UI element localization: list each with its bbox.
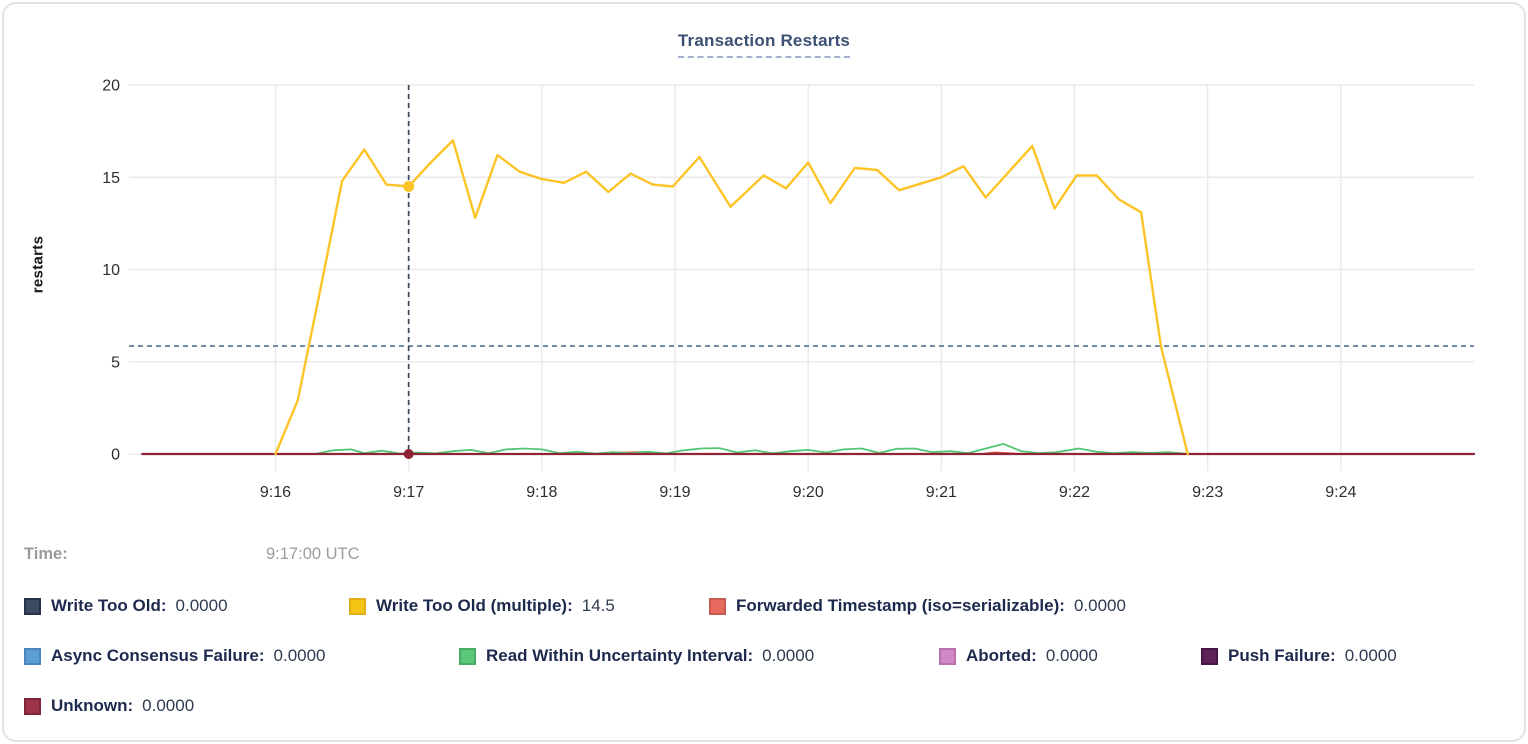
- legend-row-2: Async Consensus Failure: 0.0000 Read Wit…: [24, 644, 1524, 668]
- x-tick-label: 9:21: [926, 484, 957, 501]
- x-tick-label: 9:19: [659, 484, 690, 501]
- series-swatch-icon: [24, 597, 41, 615]
- legend-label: Forwarded Timestamp (iso=serializable):: [736, 596, 1065, 615]
- legend-item-forwarded-timestamp: Forwarded Timestamp (iso=serializable): …: [709, 596, 1126, 616]
- legend-value: 0.0000: [1073, 596, 1126, 615]
- series-swatch-icon: [459, 647, 476, 665]
- x-tick-label: 9:20: [793, 484, 824, 501]
- legend-item-unknown: Unknown: 0.0000: [24, 696, 194, 716]
- legend-label: Push Failure:: [1228, 646, 1336, 665]
- legend-value: 0.0000: [142, 696, 195, 715]
- x-tick-label: 9:18: [526, 484, 557, 501]
- series-swatch-icon: [709, 597, 726, 615]
- series-swatch-icon: [1201, 647, 1218, 665]
- hover-dot: [403, 180, 415, 192]
- legend-value: 0.0000: [273, 646, 326, 665]
- legend-label: Write Too Old:: [51, 596, 167, 615]
- legend-value: 0.0000: [762, 646, 815, 665]
- hover-time-value: 9:17:00 UTC: [266, 545, 360, 563]
- hover-dot: [403, 449, 414, 459]
- x-tick-label: 9:16: [260, 484, 291, 501]
- x-tick-label: 9:24: [1325, 484, 1356, 501]
- series-swatch-icon: [24, 697, 41, 715]
- legend-label: Async Consensus Failure:: [51, 646, 265, 665]
- legend-item-write-too-old: Write Too Old: 0.0000: [24, 596, 349, 616]
- legend-value: 0.0000: [175, 596, 228, 615]
- legend-item-read-within-uncertainty: Read Within Uncertainty Interval: 0.0000: [459, 646, 939, 666]
- legend-label: Write Too Old (multiple):: [376, 596, 573, 615]
- series-swatch-icon: [24, 647, 41, 665]
- legend-item-aborted: Aborted: 0.0000: [939, 646, 1201, 666]
- x-tick-label: 9:23: [1192, 484, 1223, 501]
- chart-title-wrap: Transaction Restarts: [4, 31, 1524, 58]
- legend-value: 0.0000: [1045, 646, 1098, 665]
- y-tick-label: 10: [102, 262, 120, 279]
- legend-label: Aborted:: [966, 646, 1037, 665]
- legend-row-1: Write Too Old: 0.0000 Write Too Old (mul…: [24, 594, 1524, 618]
- y-tick-label: 20: [102, 78, 120, 95]
- chart-title[interactable]: Transaction Restarts: [677, 31, 851, 58]
- series-line: [314, 442, 1191, 455]
- legend-row-3: Unknown: 0.0000: [24, 694, 1524, 718]
- y-tick-label: 0: [111, 447, 120, 464]
- chart-svg[interactable]: 0 5 10 15 20 9:16 9:17 9:18 9:19 9:20 9:21 9:22 9:23…: [4, 4, 1526, 528]
- legend-item-write-too-old-multiple: Write Too Old (multiple): 14.5: [349, 596, 709, 616]
- legend-item-async-consensus-failure: Async Consensus Failure: 0.0000: [24, 646, 459, 666]
- legend-value: 0.0000: [1344, 646, 1397, 665]
- legend-value: 14.5: [581, 596, 615, 615]
- legend-label: Unknown:: [51, 696, 134, 715]
- x-tick-label: 9:22: [1059, 484, 1090, 501]
- x-tick-label: 9:17: [393, 484, 424, 501]
- y-tick-label: 15: [102, 170, 120, 187]
- hover-time-label: Time:: [24, 545, 68, 563]
- hover-time-row: Time: 9:17:00 UTC: [24, 545, 1504, 569]
- series-line: [274, 139, 1189, 456]
- series-swatch-icon: [939, 647, 956, 665]
- legend-item-push-failure: Push Failure: 0.0000: [1201, 646, 1397, 666]
- series-swatch-icon: [349, 597, 366, 615]
- y-tick-label: 5: [111, 354, 120, 371]
- legend-label: Read Within Uncertainty Interval:: [486, 646, 754, 665]
